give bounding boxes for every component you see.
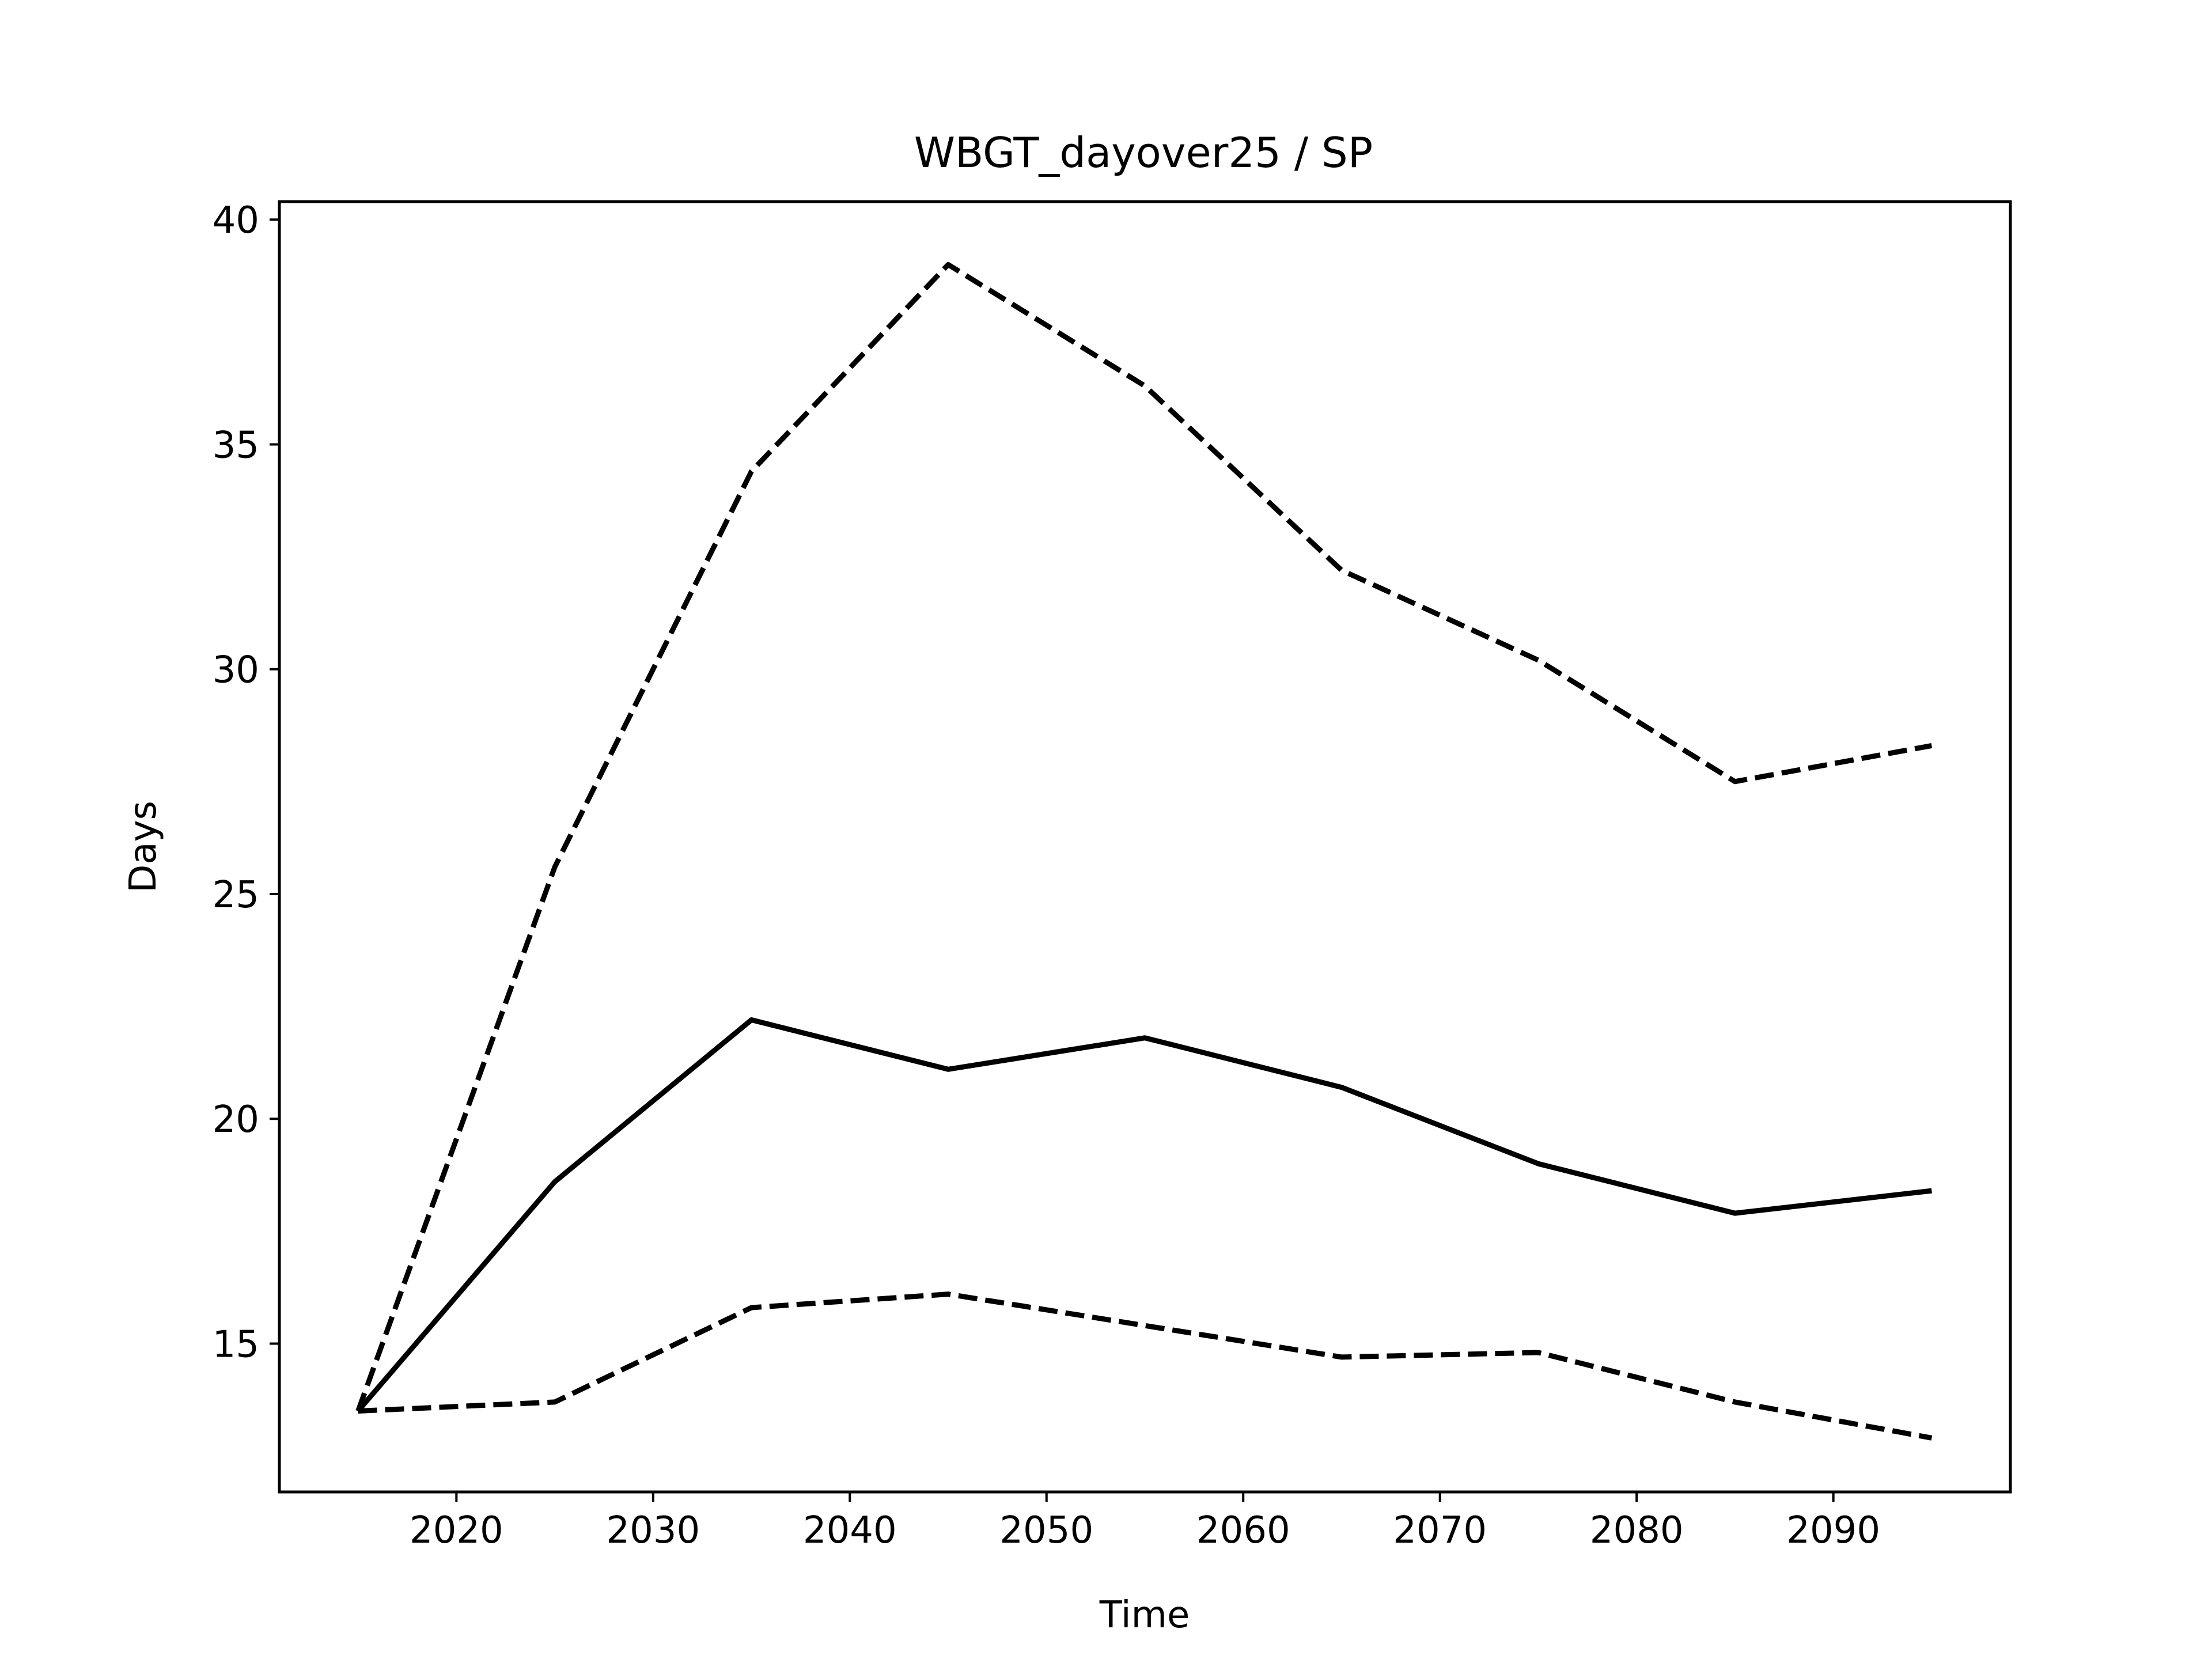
x-tick-label: 2070 (1393, 1509, 1487, 1552)
y-tick-label: 35 (213, 424, 259, 467)
x-tick-label: 2030 (606, 1509, 700, 1552)
x-tick-label: 2090 (1786, 1509, 1880, 1552)
x-tick-label: 2040 (803, 1509, 897, 1552)
series-line-2-dashed (355, 262, 1933, 1412)
y-axis: 15 20 25 30 35 40 (213, 199, 279, 1366)
series-layer (355, 262, 1933, 1441)
y-tick-label: 40 (213, 199, 259, 242)
chart-title: WBGT_dayover25 / SP (914, 128, 1373, 177)
y-tick-label: 15 (213, 1323, 259, 1366)
series-line-1-solid (356, 1017, 1932, 1413)
x-axis: 2020 2030 2040 2050 2060 2070 2080 2090 (410, 1492, 1880, 1552)
series-line-3-dashed (358, 1291, 1933, 1441)
plot-frame (278, 200, 2012, 1494)
y-axis-label: Days (122, 801, 165, 893)
x-tick-label: 2080 (1590, 1509, 1684, 1552)
x-tick-label: 2020 (410, 1509, 503, 1552)
y-tick-label: 20 (213, 1099, 259, 1141)
y-tick-label: 25 (213, 874, 259, 916)
x-tick-label: 2060 (1196, 1509, 1290, 1552)
y-tick-label: 30 (213, 649, 259, 692)
x-tick-label: 2050 (999, 1509, 1093, 1552)
x-axis-label: Time (1099, 1594, 1190, 1637)
